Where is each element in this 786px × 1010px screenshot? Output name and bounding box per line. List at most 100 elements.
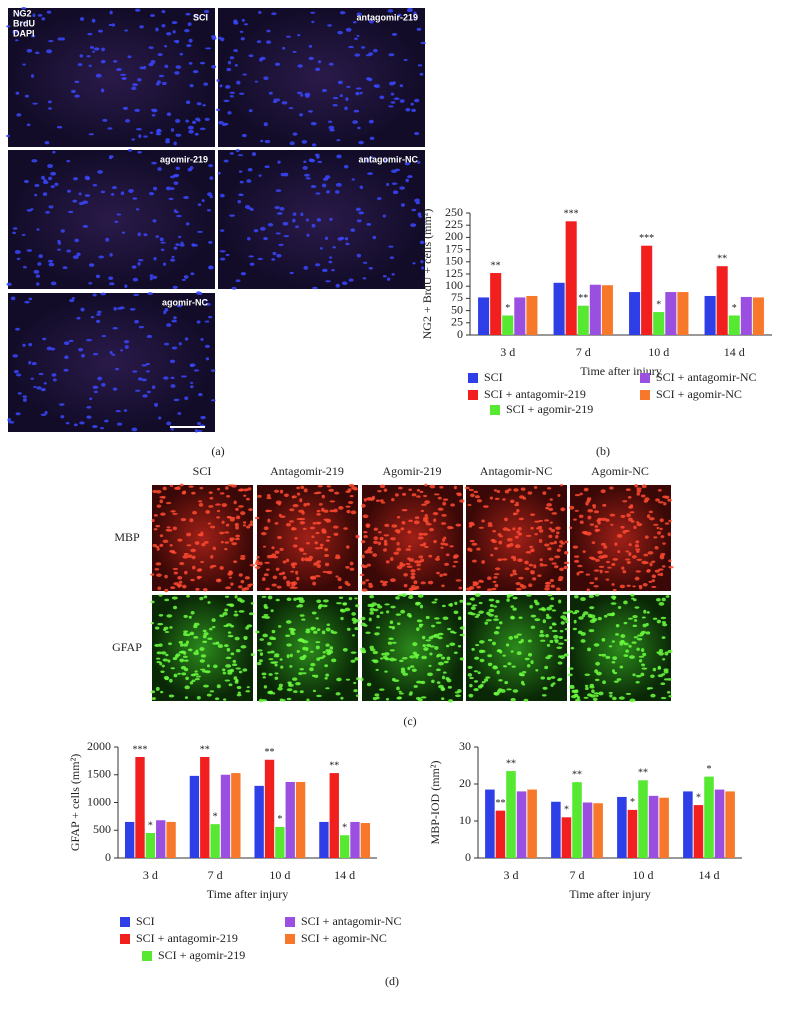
cell xyxy=(95,274,101,279)
cell xyxy=(467,611,474,615)
x-tick-label: 14 d xyxy=(699,868,720,882)
cell xyxy=(164,598,170,602)
cell xyxy=(522,671,527,674)
cell xyxy=(496,490,501,494)
cell xyxy=(563,561,570,565)
cell xyxy=(305,628,311,631)
cell xyxy=(331,658,337,663)
cell xyxy=(217,644,224,649)
cell xyxy=(389,657,395,662)
cell xyxy=(468,693,474,698)
cell xyxy=(389,649,395,652)
cell xyxy=(379,611,384,615)
cell xyxy=(546,676,551,681)
cell xyxy=(598,691,604,696)
cell xyxy=(510,605,515,608)
cell xyxy=(188,615,192,619)
cell xyxy=(405,548,411,551)
cell xyxy=(652,667,657,672)
cell xyxy=(234,610,238,613)
cell xyxy=(175,133,182,137)
cell xyxy=(494,497,500,500)
cell xyxy=(28,360,32,365)
cell xyxy=(600,489,606,494)
cell xyxy=(381,582,388,587)
cell xyxy=(518,640,523,644)
cell xyxy=(217,171,221,175)
cell xyxy=(262,676,266,679)
cell xyxy=(217,578,221,582)
cell xyxy=(15,412,21,416)
cell xyxy=(453,610,459,615)
cell xyxy=(612,696,617,701)
cell xyxy=(484,621,489,625)
cell xyxy=(411,668,417,673)
cell xyxy=(329,646,334,650)
cell xyxy=(514,535,519,539)
cell xyxy=(340,696,344,700)
cell xyxy=(282,46,286,50)
cell xyxy=(329,509,336,513)
cell xyxy=(104,419,109,423)
cell xyxy=(170,187,175,190)
cell xyxy=(480,649,486,653)
legend-label: SCI + agomir-NC xyxy=(301,931,387,945)
cell xyxy=(424,483,428,487)
cell xyxy=(583,696,589,699)
cell xyxy=(229,214,236,217)
cell xyxy=(258,659,263,663)
cell xyxy=(220,257,226,261)
cell xyxy=(335,190,340,194)
cell xyxy=(479,658,485,663)
cell xyxy=(653,536,658,539)
cell xyxy=(145,370,150,373)
cell xyxy=(184,570,188,575)
cell xyxy=(88,133,94,136)
cell xyxy=(248,54,254,58)
cell xyxy=(420,509,425,513)
cell xyxy=(109,156,113,160)
cell xyxy=(550,528,556,533)
cell xyxy=(200,654,207,658)
cell xyxy=(92,184,98,187)
cell xyxy=(565,620,569,624)
cell xyxy=(299,690,304,694)
cell xyxy=(21,233,26,236)
cell xyxy=(366,222,372,226)
cell xyxy=(633,636,639,639)
cell xyxy=(603,545,608,549)
cell xyxy=(203,82,209,86)
cell xyxy=(467,665,473,669)
cell xyxy=(385,560,390,564)
cell xyxy=(24,300,30,304)
cell xyxy=(314,574,321,578)
cell xyxy=(101,47,105,52)
cell xyxy=(487,662,493,667)
cell xyxy=(268,690,273,695)
cell xyxy=(635,570,642,573)
cell xyxy=(300,94,304,97)
cell xyxy=(229,95,234,98)
bar xyxy=(319,821,329,858)
cell xyxy=(92,50,96,53)
cell xyxy=(226,67,232,72)
cell xyxy=(294,536,298,540)
cell xyxy=(92,293,97,297)
cell xyxy=(153,514,158,517)
significance: * xyxy=(277,814,282,825)
cell xyxy=(344,106,348,111)
cell xyxy=(410,569,416,573)
cell xyxy=(480,683,484,688)
cell xyxy=(437,507,444,511)
cell xyxy=(271,12,277,16)
cell xyxy=(80,307,85,312)
cell xyxy=(30,208,34,211)
cell xyxy=(410,223,417,228)
cell xyxy=(429,484,436,489)
cell xyxy=(550,683,554,687)
x-tick-label: 7 d xyxy=(576,345,591,359)
cell xyxy=(169,626,173,629)
cell xyxy=(391,498,395,502)
significance: * xyxy=(213,811,218,822)
cell xyxy=(383,542,388,546)
